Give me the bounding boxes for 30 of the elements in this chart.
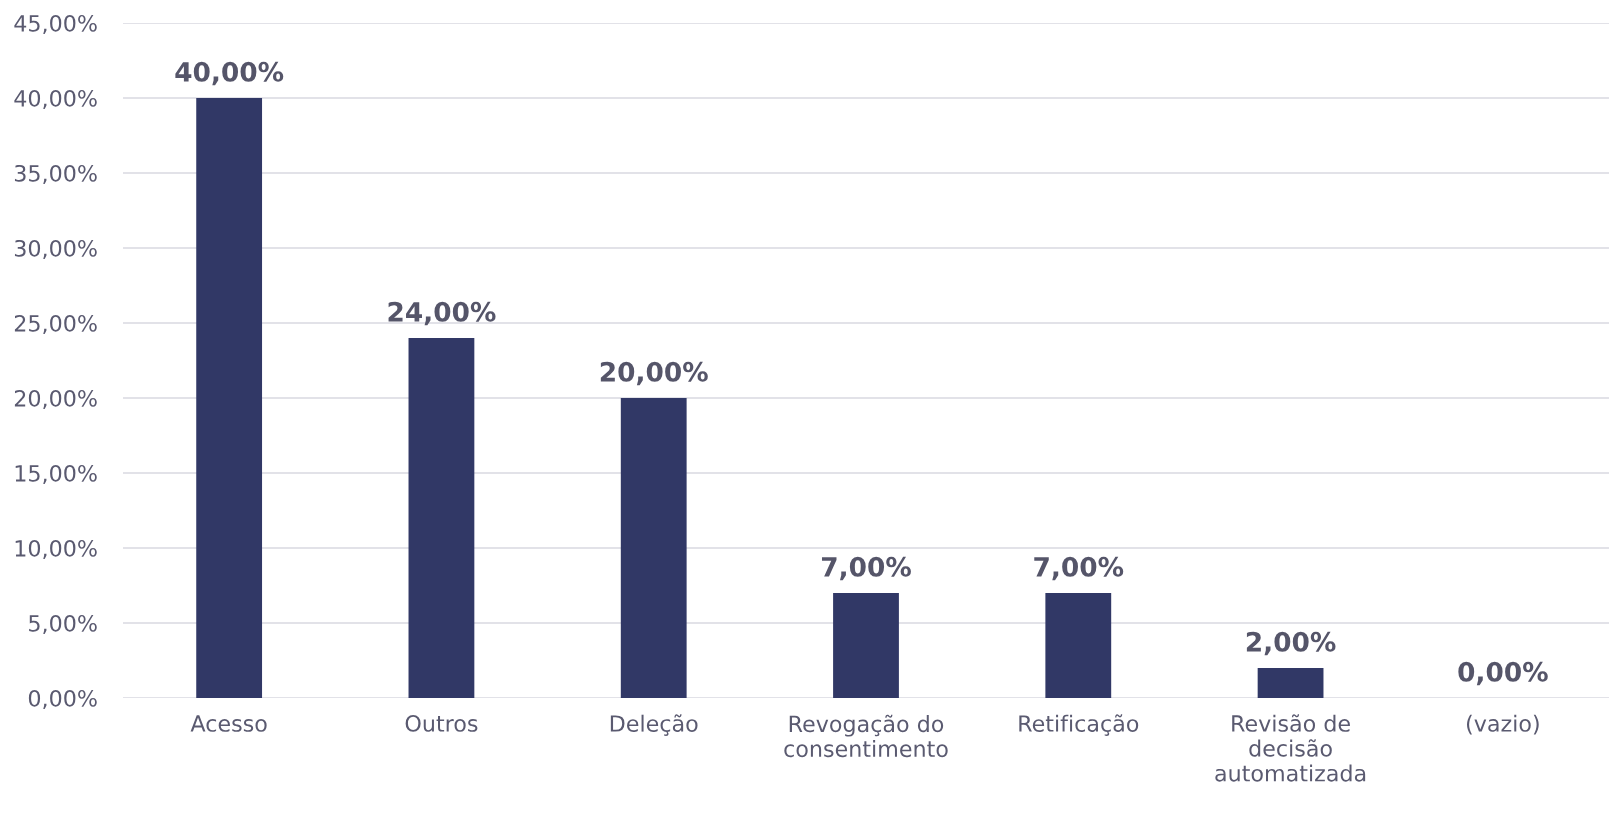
y-tick-label: 45,00% xyxy=(14,14,97,35)
bar xyxy=(408,338,475,698)
y-tick-label: 20,00% xyxy=(14,389,97,410)
y-tick-label: 5,00% xyxy=(29,614,97,635)
bar xyxy=(620,398,687,698)
data-label: 2,00% xyxy=(1246,631,1336,656)
bar xyxy=(196,98,263,698)
y-tick-label: 25,00% xyxy=(14,314,97,335)
data-label: 0,00% xyxy=(1458,661,1548,686)
y-tick-label: 15,00% xyxy=(15,464,97,485)
x-tick-label: Revisão de decisão automatizada xyxy=(1215,714,1366,782)
data-label: 7,00% xyxy=(1034,556,1124,581)
bar xyxy=(1045,593,1112,698)
bar xyxy=(833,593,899,698)
y-tick-label: 30,00% xyxy=(14,239,97,260)
y-tick-label: 0,00% xyxy=(28,689,97,710)
x-tick-label: Revogação do consentimento xyxy=(784,714,948,758)
y-tick-label: 35,00% xyxy=(14,164,97,185)
bar xyxy=(1257,668,1324,698)
x-tick-label: Outros xyxy=(405,715,478,732)
x-tick-label: Retificação xyxy=(1019,714,1139,736)
x-tick-label: (vazio) xyxy=(1466,714,1539,735)
x-tick-label: Deleção xyxy=(610,714,698,736)
x-tick-label: Acesso xyxy=(190,715,267,732)
y-tick-label: 40,00% xyxy=(14,89,97,110)
data-label: 24,00% xyxy=(388,301,496,326)
data-label: 20,00% xyxy=(600,361,708,386)
data-label: 7,00% xyxy=(821,556,911,581)
data-label: 40,00% xyxy=(175,61,284,86)
y-tick-label: 10,00% xyxy=(15,539,97,560)
